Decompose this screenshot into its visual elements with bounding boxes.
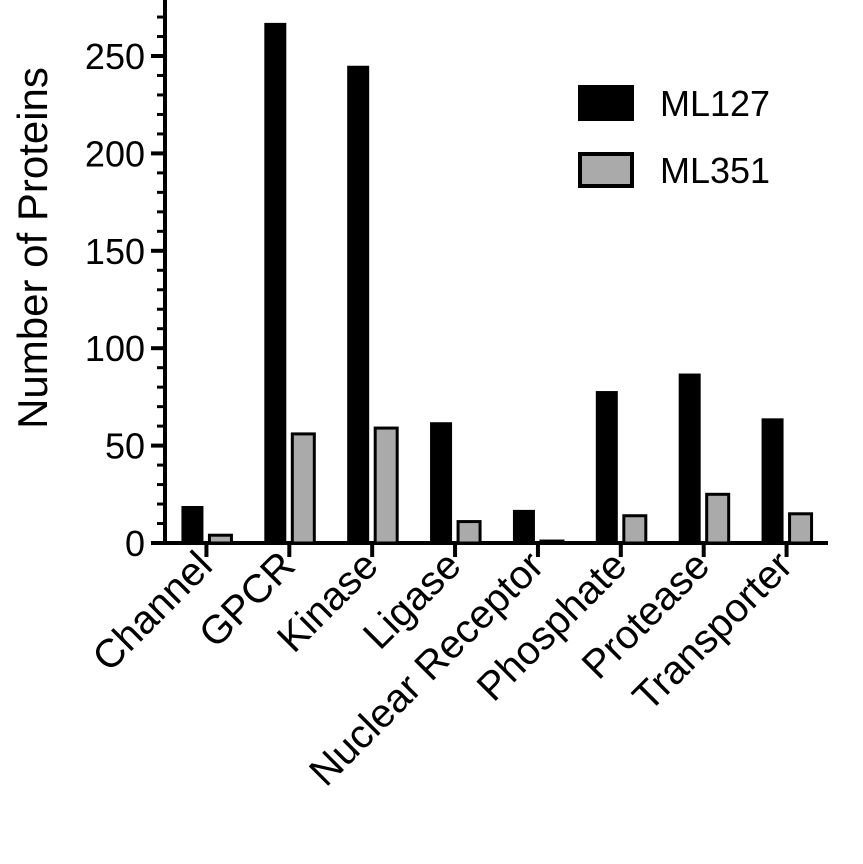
legend-swatch-ml127 xyxy=(578,85,634,121)
x-tick-label: Channel xyxy=(84,543,220,679)
bar-ml351-gpcr xyxy=(290,432,316,545)
bar-ml127-phosphate xyxy=(595,391,618,543)
bar-ml127-gpcr xyxy=(264,22,287,544)
bar-ml351-channel xyxy=(207,533,233,545)
bar-ml351-transporter xyxy=(788,512,814,545)
y-tick-label: 200 xyxy=(85,133,145,174)
bar-ml351-kinase xyxy=(373,426,399,545)
y-axis: 0 50 100 150 200 250 xyxy=(85,0,167,564)
bar-ml127-channel xyxy=(181,505,204,543)
bar-ml351-protease xyxy=(705,492,731,545)
bar-ml351-nuclear-receptor xyxy=(539,539,565,545)
legend-label-ml127: ML127 xyxy=(660,83,770,124)
bars xyxy=(181,22,814,545)
legend-label-ml351: ML351 xyxy=(660,150,770,191)
bar-ml127-nuclear-receptor xyxy=(512,509,535,543)
y-axis-title: Number of Proteins xyxy=(9,67,56,429)
bar-ml127-protease xyxy=(678,373,701,543)
y-tick-label: 150 xyxy=(85,231,145,272)
bar-ml351-ligase xyxy=(456,520,482,545)
legend: ML127 ML351 xyxy=(578,83,770,191)
legend-swatch-ml351 xyxy=(578,152,634,188)
bar-ml351-phosphate xyxy=(622,514,648,545)
y-tick-label: 50 xyxy=(105,426,145,467)
bar-ml127-transporter xyxy=(761,418,784,543)
y-tick-label: 0 xyxy=(125,523,145,564)
y-tick-label: 250 xyxy=(85,36,145,77)
bar-ml127-kinase xyxy=(347,65,370,544)
y-tick-label: 100 xyxy=(85,328,145,369)
bar-ml127-ligase xyxy=(430,422,453,543)
